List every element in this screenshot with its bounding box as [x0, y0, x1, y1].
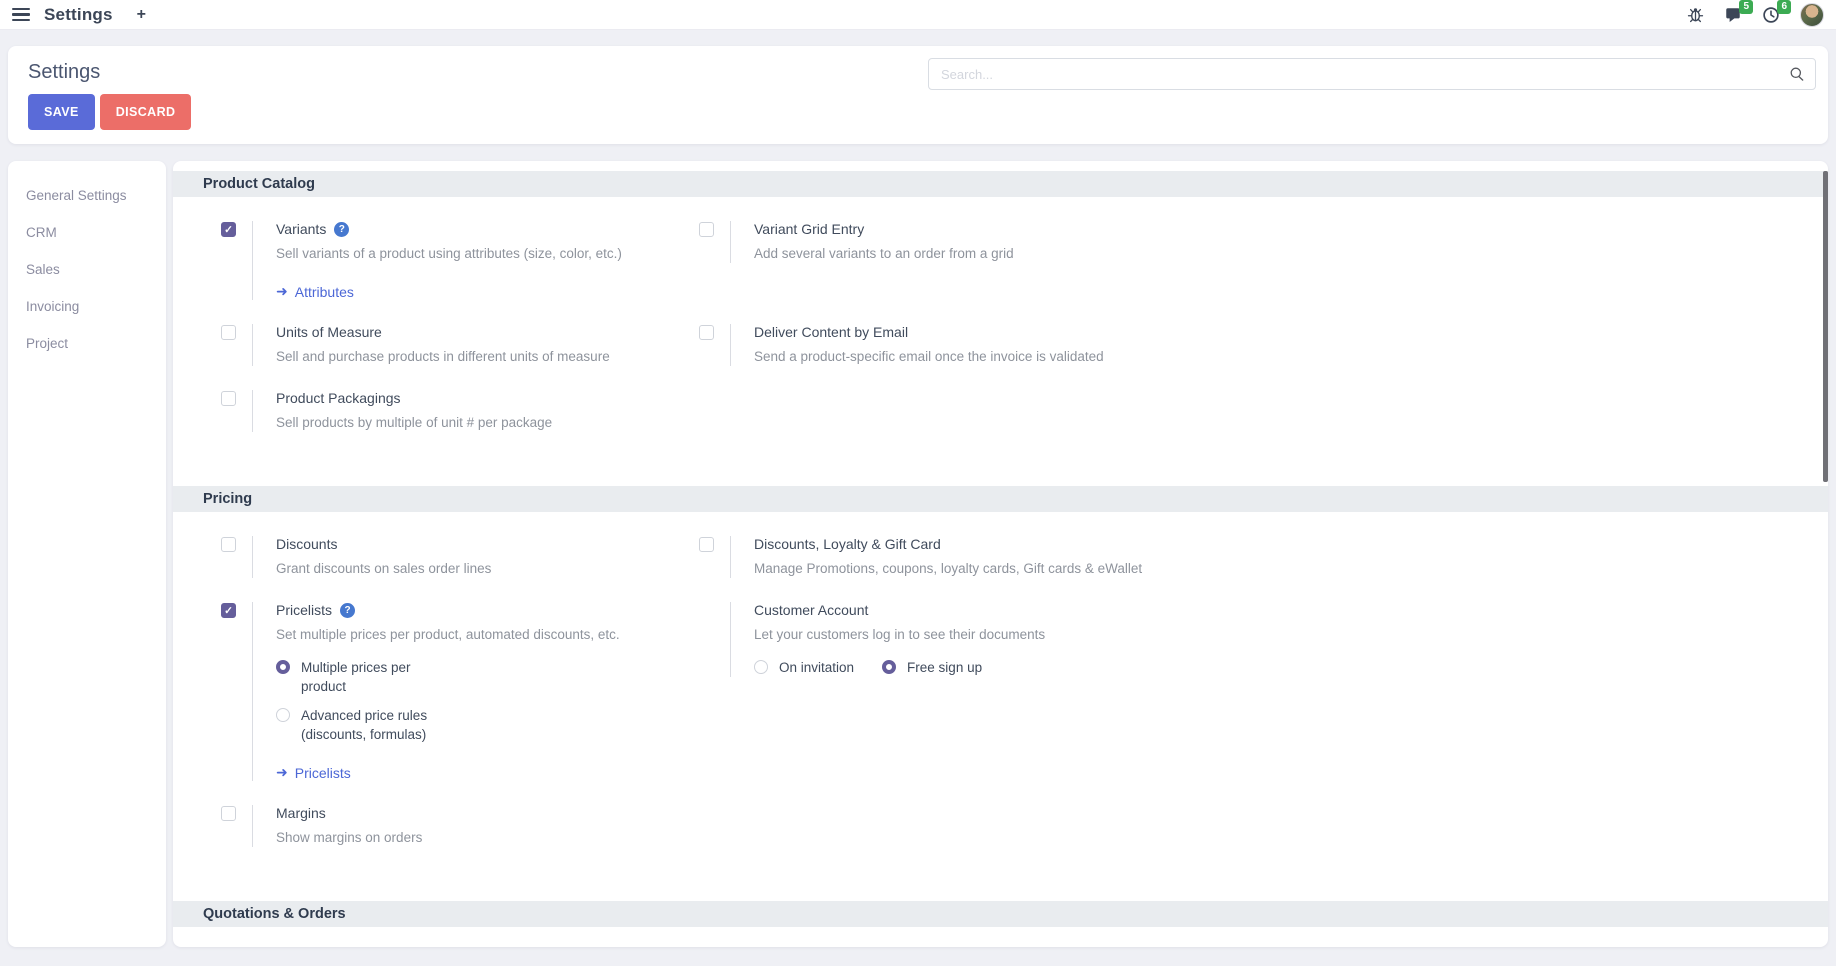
checkbox-discounts[interactable]: ✓	[221, 537, 236, 552]
setting-units-of-measure: ✓ Units of Measure Sell and purchase pro…	[221, 324, 699, 366]
checkbox-deliver-content[interactable]: ✓	[699, 325, 714, 340]
activities-clock-icon[interactable]: 6	[1762, 0, 1791, 24]
radio-icon	[754, 660, 768, 674]
radio-icon	[276, 708, 290, 722]
sidebar-item-sales[interactable]: Sales	[26, 262, 60, 277]
setting-product-packagings: ✓ Product Packagings Sell products by mu…	[221, 390, 699, 432]
radio-icon	[276, 660, 290, 674]
setting-description: Manage Promotions, coupons, loyalty card…	[754, 561, 1143, 576]
sidebar-item-project[interactable]: Project	[26, 336, 69, 351]
setting-label: Variant Grid Entry	[754, 221, 865, 237]
settings-layout: General Settings CRM Sales Invoicing Pro…	[8, 161, 1828, 947]
app-title: Settings	[44, 4, 113, 24]
control-panel-buttons: SAVE DISCARD	[8, 84, 1828, 130]
add-tab-icon[interactable]: +	[136, 5, 147, 23]
debug-bug-icon[interactable]	[1687, 6, 1704, 23]
arrow-right-icon: ➜	[276, 764, 288, 780]
section-header-quotations-orders: Quotations & Orders	[173, 901, 1828, 927]
setting-variant-grid-entry: ✓ Variant Grid Entry Add several variant…	[699, 221, 1177, 263]
search-input[interactable]	[929, 66, 1789, 82]
activities-count-badge: 6	[1777, 0, 1791, 14]
setting-description: Sell products by multiple of unit # per …	[276, 415, 553, 430]
section-grid-product-catalog: ✓ Variants? Sell variants of a product u…	[173, 197, 1828, 456]
setting-label: Product Packagings	[276, 390, 401, 406]
attributes-link[interactable]: ➜ Attributes	[276, 283, 354, 300]
radio-free-sign-up[interactable]: Free sign up	[882, 658, 982, 677]
check-icon: ✓	[224, 224, 233, 236]
checkbox-discounts-loyalty[interactable]: ✓	[699, 537, 714, 552]
discard-button[interactable]: DISCARD	[99, 94, 192, 130]
section-header-product-catalog: Product Catalog	[173, 171, 1828, 197]
help-icon[interactable]: ?	[340, 603, 356, 618]
checkbox-variants[interactable]: ✓	[221, 222, 236, 237]
radio-advanced-price-rules[interactable]: Advanced price rules (discounts, formula…	[276, 706, 699, 744]
navbar-systray: 5 6	[1687, 0, 1824, 27]
setting-description: Add several variants to an order from a …	[754, 246, 1014, 261]
sidebar-item-general-settings[interactable]: General Settings	[26, 188, 127, 203]
radio-multiple-prices[interactable]: Multiple prices per product	[276, 658, 699, 696]
setting-label: Units of Measure	[276, 324, 382, 340]
setting-deliver-content-by-email: ✓ Deliver Content by Email Send a produc…	[699, 324, 1177, 366]
arrow-right-icon: ➜	[276, 283, 288, 299]
settings-sidebar: General Settings CRM Sales Invoicing Pro…	[8, 161, 166, 947]
setting-discounts-loyalty-gift-card: ✓ Discounts, Loyalty & Gift Card Manage …	[699, 536, 1177, 578]
sidebar-item-invoicing[interactable]: Invoicing	[26, 299, 80, 314]
setting-variants: ✓ Variants? Sell variants of a product u…	[221, 221, 699, 300]
section-grid-quotations-orders: ✓ Online Signature? Request an online si…	[173, 927, 1828, 947]
radio-icon	[882, 660, 897, 674]
checkbox-product-packagings[interactable]: ✓	[221, 391, 236, 406]
setting-pricelists: ✓ Pricelists? Set multiple prices per pr…	[221, 602, 699, 781]
setting-customer-account: Customer Account Let your customers log …	[699, 602, 1177, 677]
setting-label: Margins	[276, 805, 326, 821]
setting-label: Customer Account	[754, 602, 869, 618]
sidebar-item-crm[interactable]: CRM	[26, 225, 57, 240]
setting-description: Show margins on orders	[276, 830, 423, 845]
menu-icon[interactable]	[12, 7, 30, 22]
setting-description: Grant discounts on sales order lines	[276, 561, 492, 576]
radio-on-invitation[interactable]: On invitation	[754, 658, 854, 677]
scrollbar-thumb[interactable]	[1823, 171, 1828, 482]
checkbox-units-of-measure[interactable]: ✓	[221, 325, 236, 340]
setting-margins: ✓ Margins Show margins on orders	[221, 805, 699, 847]
help-icon[interactable]: ?	[334, 222, 350, 237]
checkbox-margins[interactable]: ✓	[221, 806, 236, 821]
setting-description: Sell and purchase products in different …	[276, 349, 610, 364]
setting-description: Send a product-specific email once the i…	[754, 349, 1104, 364]
setting-description: Sell variants of a product using attribu…	[276, 246, 622, 261]
control-panel: Settings SAVE DISCARD	[8, 46, 1828, 144]
setting-description: Let your customers log in to see their d…	[754, 627, 1046, 642]
page-title: Settings	[28, 61, 101, 83]
setting-discounts: ✓ Discounts Grant discounts on sales ord…	[221, 536, 699, 578]
user-avatar[interactable]	[1800, 2, 1824, 27]
search-icon[interactable]	[1789, 66, 1805, 82]
save-button[interactable]: SAVE	[28, 94, 95, 130]
setting-label: Pricelists	[276, 602, 333, 618]
setting-label: Deliver Content by Email	[754, 324, 909, 340]
setting-label: Discounts, Loyalty & Gift Card	[754, 536, 941, 552]
setting-label: Variants	[276, 221, 327, 237]
section-header-pricing: Pricing	[173, 486, 1828, 512]
search-bar	[928, 58, 1816, 90]
check-icon: ✓	[224, 605, 233, 617]
setting-description: Set multiple prices per product, automat…	[276, 627, 620, 642]
settings-content: Product Catalog ✓ Variants? Sell variant…	[173, 161, 1828, 947]
pricelists-link[interactable]: ➜ Pricelists	[276, 764, 351, 781]
messages-count-badge: 5	[1739, 0, 1753, 14]
setting-label: Discounts	[276, 536, 338, 552]
checkbox-variant-grid-entry[interactable]: ✓	[699, 222, 714, 237]
section-grid-pricing: ✓ Discounts Grant discounts on sales ord…	[173, 512, 1828, 871]
customer-account-radio-group: On invitation Free sign up	[754, 658, 1177, 677]
top-navbar: Settings + 5 6	[0, 0, 1836, 30]
checkbox-pricelists[interactable]: ✓	[221, 603, 236, 618]
messages-icon[interactable]: 5	[1724, 0, 1753, 24]
pricelists-radio-group: Multiple prices per product Advanced pri…	[276, 658, 699, 744]
